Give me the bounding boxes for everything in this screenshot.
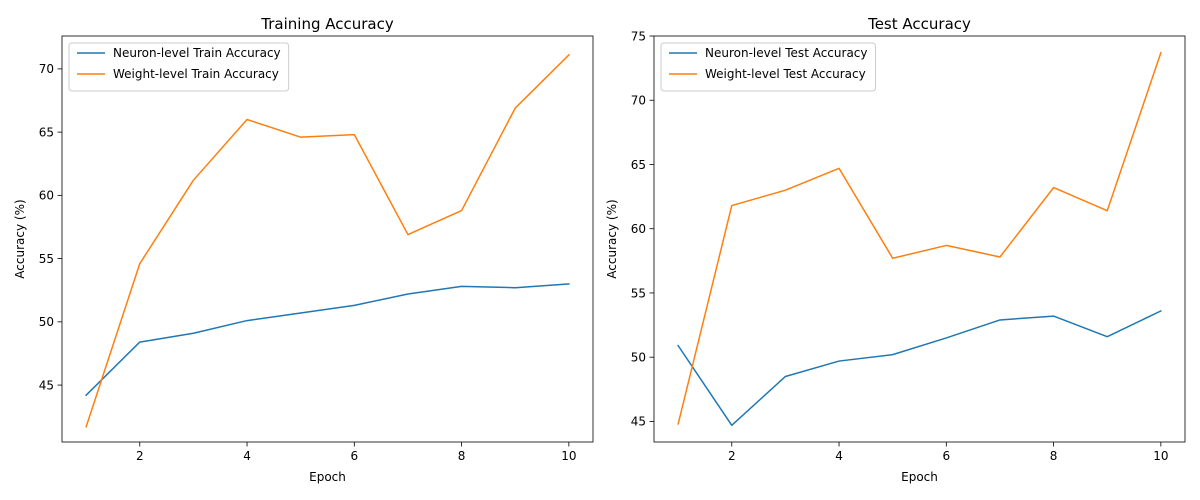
x-tick-label: 4 <box>835 449 843 463</box>
y-tick-label: 65 <box>39 125 54 139</box>
y-tick-label: 50 <box>631 351 646 365</box>
chart-title: Training Accuracy <box>260 15 394 33</box>
x-tick-label: 2 <box>136 449 144 463</box>
legend-box <box>68 42 290 92</box>
x-tick-label: 4 <box>243 449 251 463</box>
x-tick-label: 8 <box>458 449 466 463</box>
chart-panel-2: Test Accuracy 2 4 6 8 10 45 50 55 60 65 70 75 Epoch Ac… <box>605 15 1186 484</box>
chart-title: Test Accuracy <box>867 15 971 33</box>
legend-label: Neuron-level Train Accuracy <box>113 46 281 60</box>
x-axis-label: Epoch <box>901 470 938 484</box>
series-line-1 <box>677 309 1162 427</box>
x-tick-label: 6 <box>942 449 950 463</box>
y-tick-label: 65 <box>631 158 646 172</box>
x-axis-label: Epoch <box>309 470 346 484</box>
y-tick-label: 55 <box>39 252 54 266</box>
y-tick-label: 60 <box>39 189 54 203</box>
y-axis-label: Accuracy (%) <box>605 199 619 278</box>
y-axis-label: Accuracy (%) <box>13 199 27 278</box>
x-tick-label: 8 <box>1050 449 1058 463</box>
legend: Neuron-level Train Accuracy Weight-level … <box>68 42 290 92</box>
legend: Neuron-level Test Accuracy Weight-level T… <box>660 42 876 92</box>
y-tick-label: 60 <box>631 222 646 236</box>
y-tick-label: 50 <box>39 315 54 329</box>
legend-box <box>660 42 876 92</box>
y-tick-label: 45 <box>631 415 646 429</box>
legend-label: Weight-level Train Accuracy <box>113 67 279 81</box>
series-line-2 <box>85 53 570 428</box>
y-tick-label: 70 <box>631 94 646 108</box>
series-line-1 <box>85 283 570 397</box>
legend-label: Weight-level Test Accuracy <box>705 67 866 81</box>
y-tick-label: 70 <box>39 62 54 76</box>
axes-frame <box>653 35 1186 443</box>
y-tick-label: 75 <box>631 29 646 43</box>
axes-frame <box>61 35 594 443</box>
legend-label: Neuron-level Test Accuracy <box>705 46 868 60</box>
x-tick-label: 6 <box>350 449 358 463</box>
y-tick-label: 55 <box>631 286 646 300</box>
x-tick-label: 10 <box>561 449 576 463</box>
x-tick-label: 10 <box>1153 449 1168 463</box>
series-line-2 <box>677 51 1162 425</box>
chart-panel-1: Training Accuracy 2 4 6 8 10 45 50 55 60 65 70 Epoch… <box>13 15 594 484</box>
x-tick-label: 2 <box>728 449 736 463</box>
y-tick-label: 45 <box>39 378 54 392</box>
